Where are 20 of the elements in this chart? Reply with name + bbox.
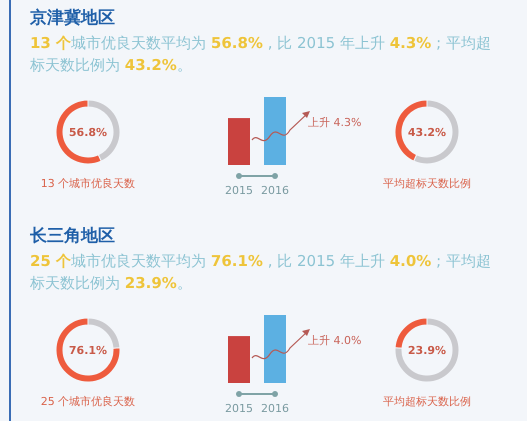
text: 长三角地区 xyxy=(30,225,115,247)
text: 平均超标天数比例 xyxy=(382,394,472,409)
x-tick-label: 2015 xyxy=(225,184,253,197)
text: 13 个城市优良天数平均为 56.8% , 比 2015 年上升 4.3% ; 平均超标天数比例为 43.2%。 xyxy=(30,34,491,74)
donut-slice xyxy=(56,318,120,382)
text: 13 个城市优良天数 xyxy=(40,176,136,191)
text: 京津冀地区 xyxy=(30,7,115,29)
text: 43.2% xyxy=(408,126,446,139)
text: 上升 4.3% xyxy=(308,116,362,129)
x-tick-label: 2016 xyxy=(261,184,289,197)
text: 23.9% xyxy=(408,344,446,357)
text: 56.8% xyxy=(68,126,108,139)
x-tick-label: 2016 xyxy=(261,402,289,415)
donut-slice xyxy=(394,318,460,382)
x-tick-label: 2015 xyxy=(225,402,253,415)
text: 25 个城市优良天数 xyxy=(40,394,136,409)
text: 上升 4.0% xyxy=(308,334,362,347)
text: 76.1% xyxy=(68,344,108,357)
text: 平均超标天数比例 xyxy=(382,176,472,191)
text: 25 个城市优良天数平均为 76.1% , 比 2015 年上升 4.0% ; 平均超标天数比例为 23.9%。 xyxy=(30,252,491,292)
